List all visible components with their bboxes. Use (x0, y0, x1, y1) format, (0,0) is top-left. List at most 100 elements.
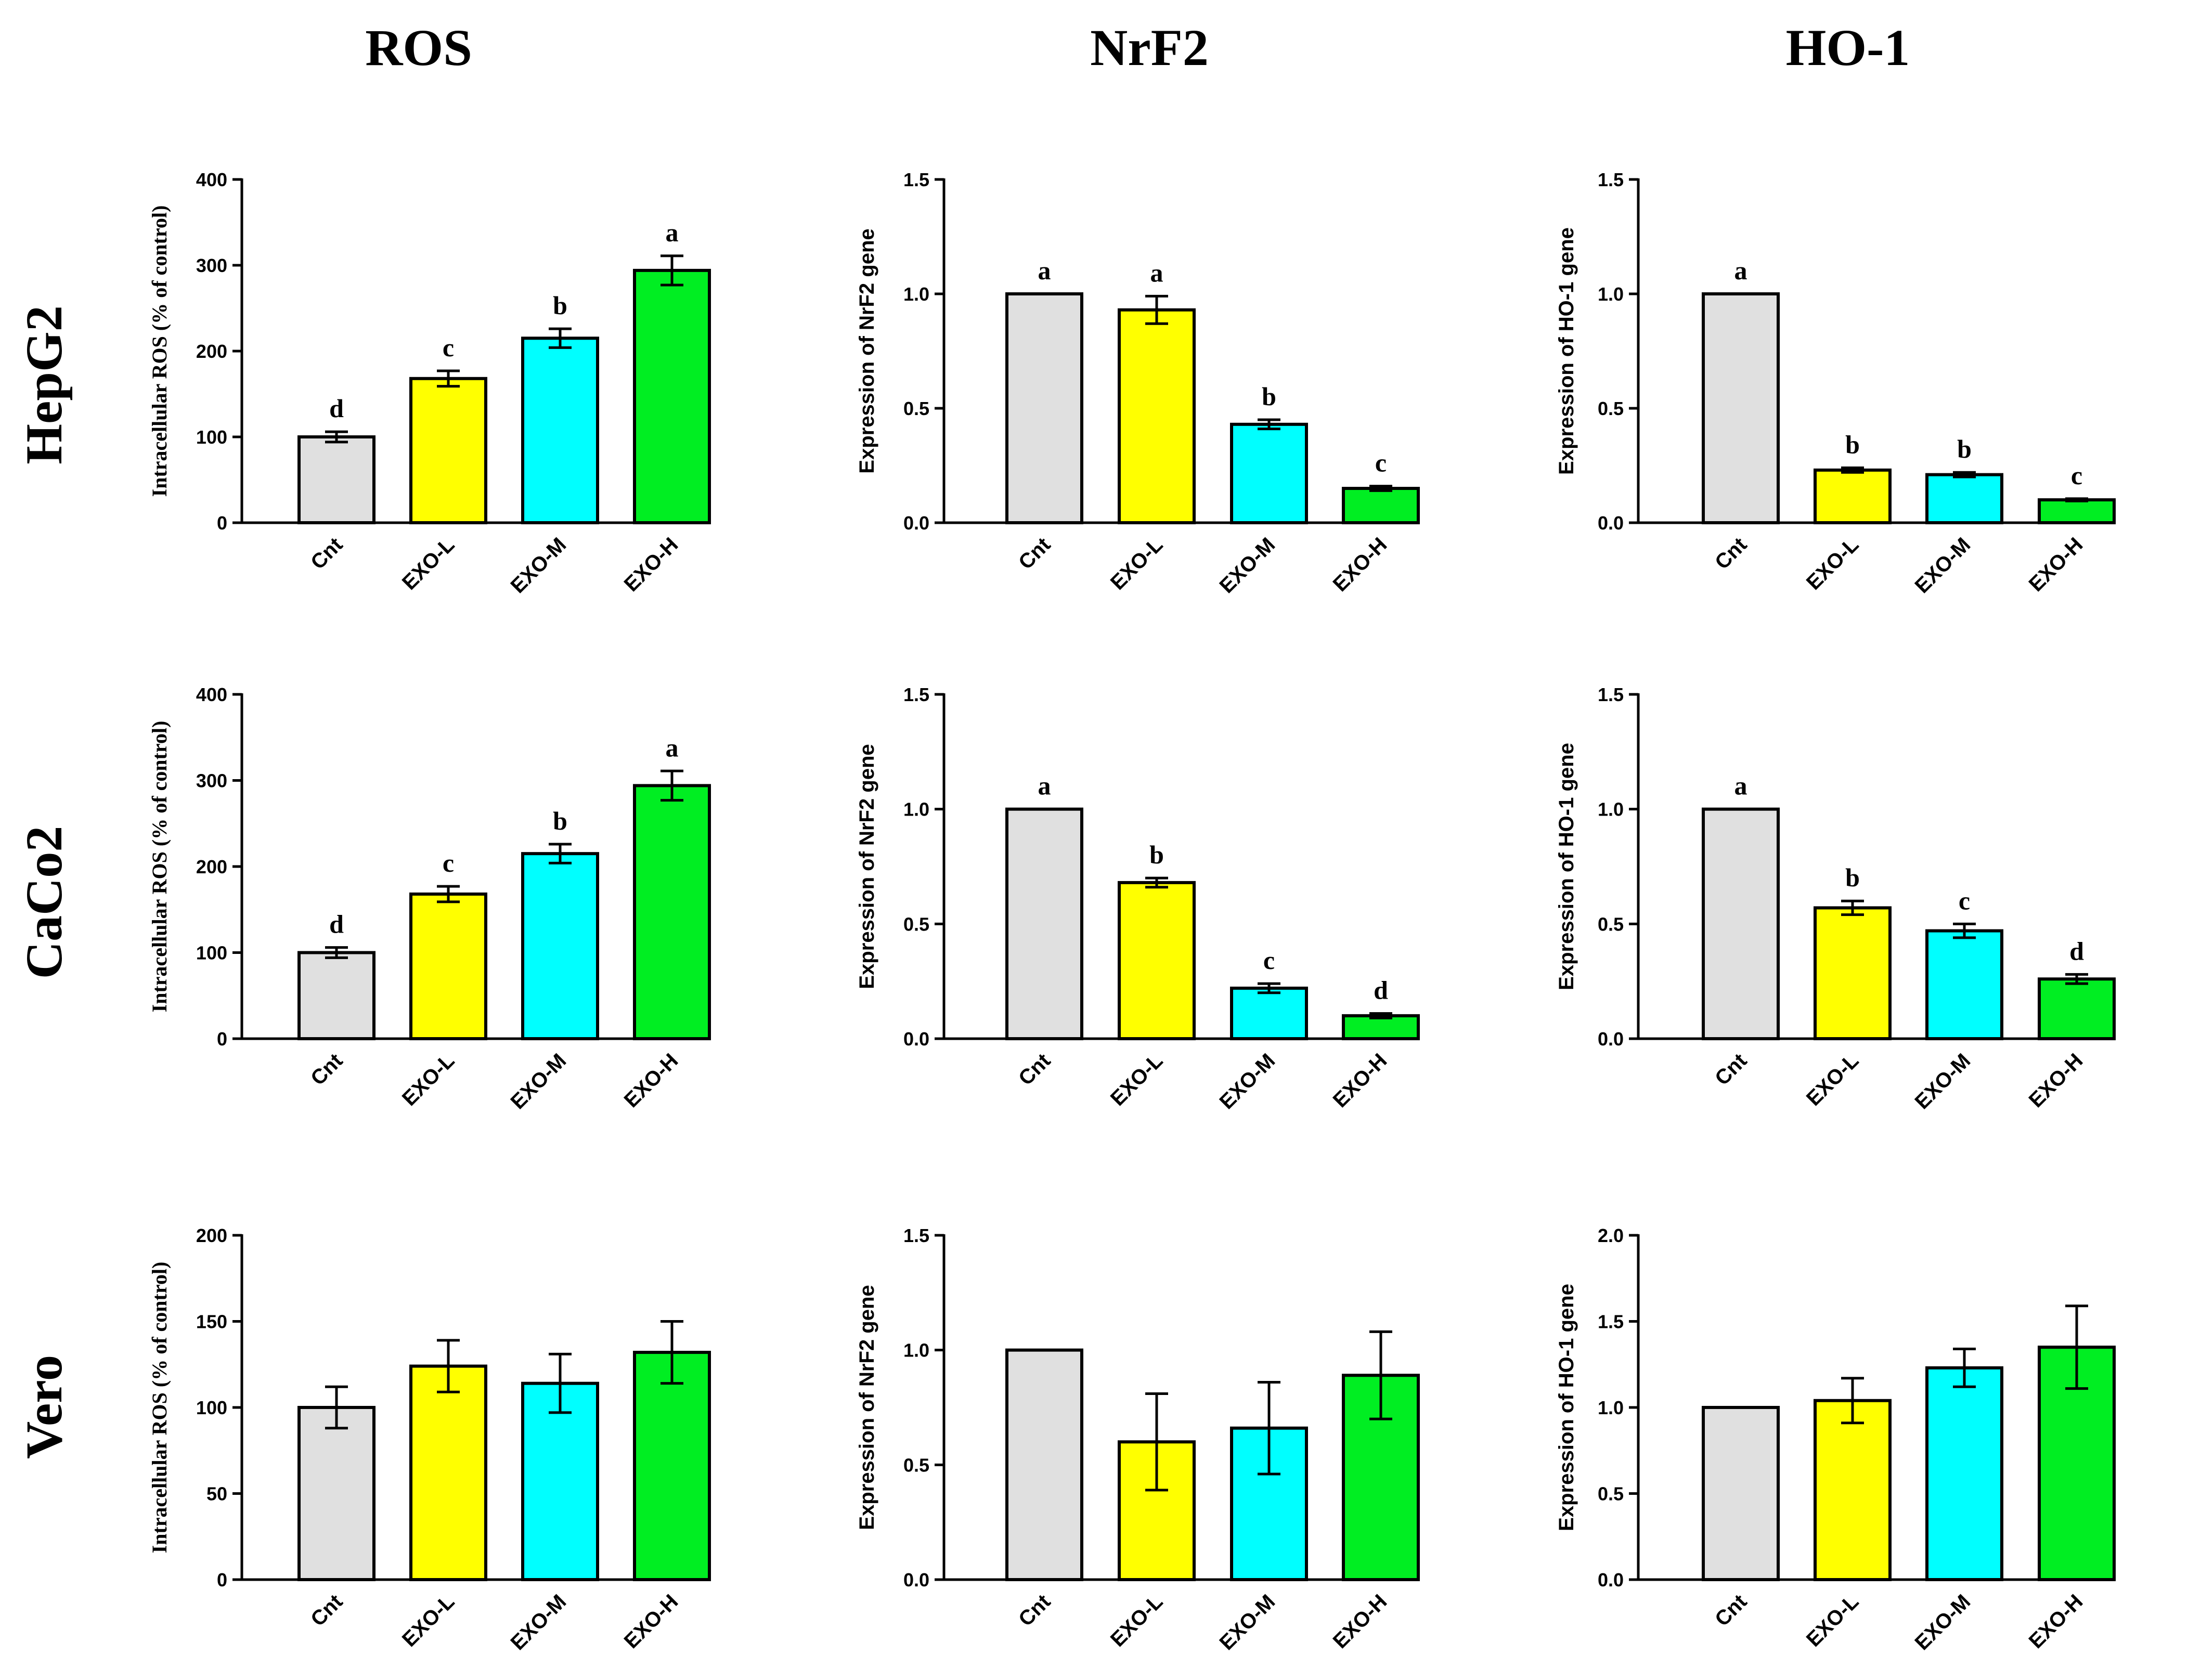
bar-cnt (297, 435, 376, 524)
bar-exo-h (1342, 487, 1420, 524)
y-tick-label: 400 (196, 684, 227, 705)
significance-label: c (1375, 448, 1387, 477)
y-tick-label: 100 (196, 942, 227, 964)
y-axis-label: Intracellular ROS (% of control) (148, 721, 171, 1013)
y-tick-label: 50 (206, 1483, 227, 1505)
y-tick-label: 1.0 (903, 283, 929, 305)
y-tick-label: 300 (196, 255, 227, 276)
significance-label: d (329, 910, 344, 939)
chart-caco2-nrf2: 0.0 0.5 1.0 1.5 Expression of NrF2 gene a Cnt b… (856, 684, 1420, 1114)
chart-hepg2-ros: 0 100 200 300 400 Intracellular ROS (% of con… (148, 169, 711, 598)
y-axis-label: Expression of NrF2 gene (856, 1285, 878, 1530)
significance-label: b (553, 806, 567, 835)
x-tick-label: EXO-M (1215, 1049, 1280, 1114)
column-header-nrf2: NrF2 (1090, 19, 1209, 76)
x-tick-label: Cnt (306, 533, 347, 574)
x-tick-label: Cnt (1014, 533, 1055, 574)
x-tick-label: EXO-M (507, 1590, 571, 1655)
bar-exo-h (2038, 977, 2116, 1040)
x-tick-label: EXO-L (398, 533, 459, 595)
column-header-ros: ROS (365, 19, 472, 76)
y-tick-label: 2.0 (1598, 1225, 1624, 1246)
row-header-hepg2: HepG2 (15, 305, 73, 464)
x-tick-label: EXO-M (1215, 533, 1280, 598)
bar-exo-l (409, 1364, 487, 1582)
x-tick-label: EXO-H (2025, 533, 2088, 596)
bar-exo-l (409, 377, 487, 524)
y-axis-label: Intracellular ROS (% of control) (148, 1262, 171, 1554)
bar-exo-m (521, 852, 599, 1041)
x-tick-label: EXO-H (2025, 1590, 2088, 1653)
row-header-caco2: CaCo2 (15, 826, 73, 979)
y-tick-label: 150 (196, 1311, 227, 1333)
bar-cnt (1005, 807, 1083, 1040)
y-tick-label: 0.5 (903, 913, 929, 935)
significance-label: b (1845, 863, 1860, 892)
x-tick-label: EXO-L (398, 1049, 459, 1110)
bar-exo-m (1230, 422, 1308, 524)
y-tick-label: 0 (217, 512, 227, 534)
y-axis-label: Expression of HO-1 gene (1555, 227, 1578, 475)
y-tick-label: 1.5 (903, 1225, 929, 1246)
row-header-vero: Vero (15, 1355, 73, 1459)
significance-label: a (1734, 771, 1747, 800)
x-tick-label: Cnt (1014, 1049, 1055, 1090)
chart-caco2-ros: 0 100 200 300 400 Intracellular ROS (% of con… (148, 684, 711, 1114)
y-tick-label: 1.5 (1598, 684, 1624, 705)
chart-vero-ros: 0 50 100 150 200 Intracellular ROS (% of cont… (148, 1225, 711, 1655)
bar-exo-l (1118, 308, 1196, 524)
bar-exo-h (633, 1351, 711, 1582)
bar-cnt (1702, 1406, 1780, 1581)
significance-label: a (1038, 256, 1051, 285)
bar-exo-l (409, 892, 487, 1040)
bar-exo-m (1925, 1366, 2003, 1582)
significance-label: a (666, 733, 679, 762)
bar-exo-m (521, 337, 599, 524)
significance-label: c (443, 848, 454, 877)
y-tick-label: 200 (196, 856, 227, 877)
bar-cnt (1005, 292, 1083, 524)
y-axis-label: Expression of NrF2 gene (856, 228, 878, 473)
x-tick-label: EXO-L (1802, 1590, 1863, 1651)
x-tick-label: EXO-L (1106, 1590, 1168, 1651)
x-tick-label: Cnt (1711, 1590, 1751, 1631)
significance-label: b (1262, 382, 1276, 411)
significance-label: d (2069, 936, 2084, 965)
x-tick-label: EXO-H (2025, 1049, 2088, 1112)
chart-vero-ho1: 0.0 0.5 1.0 1.5 2.0 Expression of HO-1 gene Cn… (1555, 1225, 2116, 1655)
x-tick-label: EXO-H (620, 533, 683, 596)
significance-label: a (1038, 771, 1051, 800)
bar-cnt (297, 1406, 376, 1581)
y-tick-label: 0.5 (903, 398, 929, 419)
bar-cnt (1702, 807, 1780, 1040)
chart-hepg2-nrf2: 0.0 0.5 1.0 1.5 Expression of NrF2 gene a Cnt a… (856, 169, 1420, 598)
y-axis-label: Intracellular ROS (% of control) (148, 205, 171, 497)
x-tick-label: EXO-M (1215, 1590, 1280, 1655)
y-tick-label: 0.5 (903, 1454, 929, 1476)
chart-caco2-ho1: 0.0 0.5 1.0 1.5 Expression of HO-1 gene a Cnt b… (1555, 684, 2116, 1114)
bar-exo-l (1814, 1399, 1892, 1581)
y-tick-label: 0.5 (1598, 913, 1624, 935)
bar-exo-l (1814, 906, 1892, 1040)
significance-label: d (1374, 975, 1388, 1004)
y-tick-label: 0.0 (903, 1028, 929, 1050)
significance-label: c (443, 333, 454, 362)
bar-exo-h (1342, 1374, 1420, 1582)
bar-cnt (297, 951, 376, 1040)
x-tick-label: EXO-M (1911, 533, 1975, 598)
bar-exo-l (1814, 468, 1892, 524)
bar-exo-h (633, 268, 711, 525)
bar-cnt (1005, 1348, 1083, 1582)
x-tick-label: Cnt (1014, 1590, 1055, 1631)
y-tick-label: 0.5 (1598, 398, 1624, 419)
x-tick-label: Cnt (1711, 533, 1751, 574)
significance-label: c (1959, 886, 1970, 915)
x-tick-label: EXO-L (398, 1590, 459, 1651)
y-tick-label: 0.5 (1598, 1483, 1624, 1505)
y-tick-label: 0.0 (903, 512, 929, 534)
column-header-ho1: HO-1 (1786, 19, 1910, 76)
bar-exo-l (1118, 881, 1196, 1040)
significance-label: d (329, 394, 344, 423)
bar-exo-h (2038, 498, 2116, 524)
